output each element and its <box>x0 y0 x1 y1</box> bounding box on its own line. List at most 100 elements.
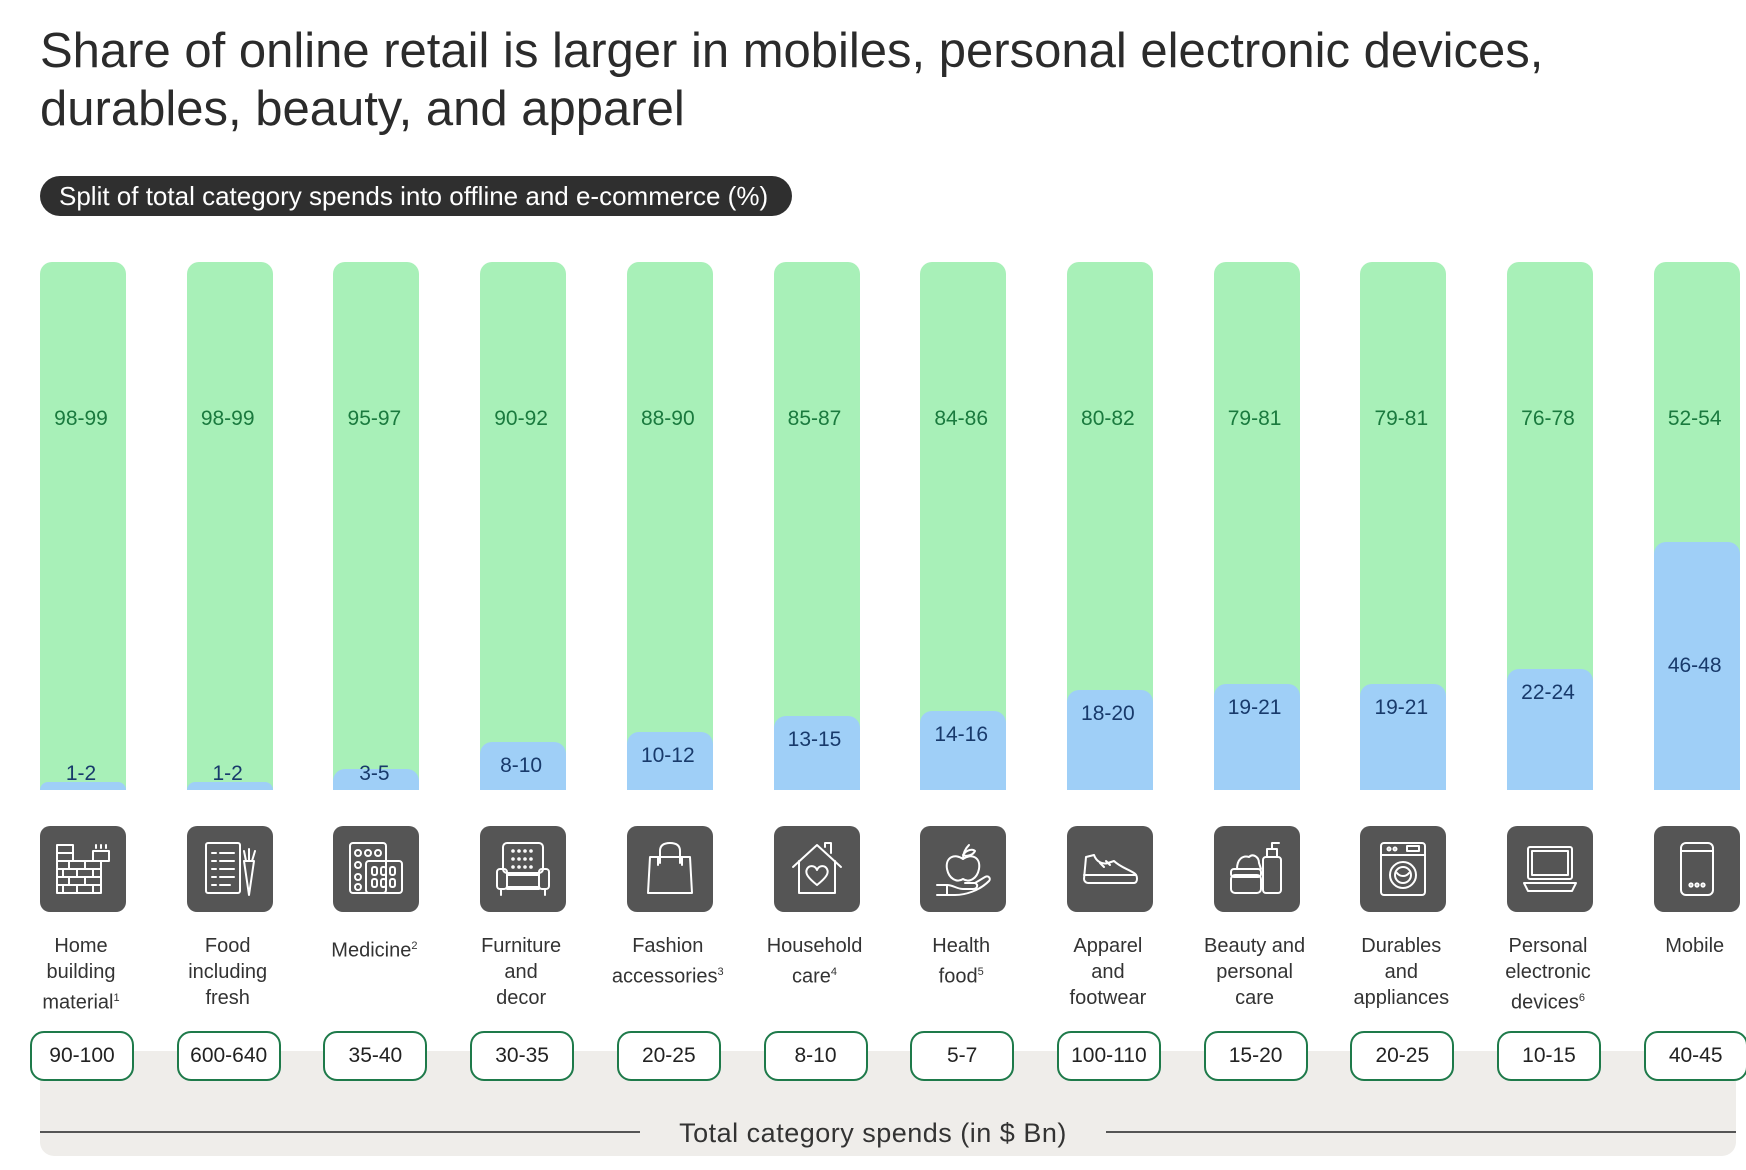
offline-bar-segment <box>920 262 1007 790</box>
total-spend-pill: 600-640 <box>176 1031 281 1081</box>
category-column: 84-86 14-16 Health food5 5-7 <box>888 0 1034 1170</box>
footer-divider-right <box>1106 1131 1736 1133</box>
house-heart-icon <box>773 826 860 912</box>
category-column: 88-90 10-12 Fashion accessories3 20-25 <box>595 0 741 1170</box>
category-column: 79-81 19-21 Durables and appliances 20-25 <box>1328 0 1474 1170</box>
category-column: 79-81 19-21 Beauty and personal care 15-20 <box>1182 0 1328 1170</box>
offline-bar-segment <box>480 262 567 790</box>
offline-data-label: 88-90 <box>640 407 695 430</box>
offline-bar-segment <box>1066 262 1153 790</box>
total-spend-pill: 8-10 <box>763 1031 868 1081</box>
online-bar-segment <box>920 711 1007 790</box>
online-bar-segment <box>1066 690 1153 790</box>
category-column: 98-99 1-2 Home building material1 90-100 <box>8 0 154 1170</box>
total-spend-pill: 90-100 <box>30 1031 134 1081</box>
offline-bar-segment <box>333 262 420 790</box>
category-column: 85-87 13-15 Household care4 8-10 <box>742 0 888 1170</box>
online-bar-segment <box>1360 684 1447 790</box>
total-spend-pill: 40-45 <box>1643 1031 1746 1081</box>
total-spend-pill: 5-7 <box>910 1031 1015 1081</box>
online-data-label: 46-48 <box>1667 654 1722 677</box>
category-label: Apparel and footwear <box>1069 935 1147 1009</box>
online-bar-segment <box>480 742 567 790</box>
offline-bar-segment <box>626 262 713 790</box>
online-data-label: 19-21 <box>1374 696 1429 719</box>
handbag-icon <box>626 826 713 912</box>
apple-hand-icon <box>920 826 1007 912</box>
online-bar-segment <box>773 716 860 790</box>
total-spend-pill: 10-15 <box>1497 1031 1601 1081</box>
online-bar-segment <box>1653 542 1740 790</box>
category-label: Durables and appliances <box>1353 935 1450 1009</box>
offline-data-label: 98-99 <box>200 407 255 430</box>
online-data-label: 13-15 <box>787 728 842 751</box>
online-bar-segment <box>1213 684 1300 790</box>
online-data-label: 19-21 <box>1227 696 1282 719</box>
offline-bar-segment <box>40 262 126 790</box>
category-label: Medicine2 <box>331 939 418 962</box>
category-label: Health food5 <box>932 935 991 988</box>
online-bar-segment <box>333 769 420 790</box>
bricks-icon <box>40 826 126 912</box>
offline-bar-segment <box>1360 262 1447 790</box>
offline-data-label: 95-97 <box>347 407 402 430</box>
total-spend-pill: 20-25 <box>1350 1031 1455 1081</box>
offline-data-label: 90-92 <box>494 407 548 430</box>
category-label: Furniture and decor <box>481 935 562 1009</box>
online-bar-segment <box>1507 669 1593 790</box>
mobile-phone-icon <box>1653 826 1740 912</box>
chart-title: Share of online retail is larger in mobi… <box>40 24 1544 136</box>
offline-data-label: 52-54 <box>1667 407 1722 430</box>
offline-bar-segment <box>1653 262 1740 790</box>
offline-data-label: 76-78 <box>1521 407 1575 430</box>
online-bar-segment <box>40 782 126 790</box>
category-column: 76-78 22-24 Personal electronic devices6 10-1… <box>1475 0 1621 1170</box>
grocery-list-icon <box>186 826 273 912</box>
online-data-label: 14-16 <box>934 723 989 746</box>
offline-data-label: 98-99 <box>54 407 108 430</box>
total-spend-pill: 20-25 <box>616 1031 721 1081</box>
category-column: 90-92 8-10 Furniture and decor 30-35 <box>448 0 594 1170</box>
total-spend-pill: 35-40 <box>323 1031 428 1081</box>
online-data-label: 1-2 <box>212 762 243 785</box>
offline-data-label: 79-81 <box>1374 407 1429 430</box>
washing-machine-icon <box>1360 826 1447 912</box>
footer-divider-left <box>40 1131 640 1133</box>
offline-data-label: 84-86 <box>934 407 989 430</box>
category-column: 52-54 46-48 Mobile 40-45 <box>1622 0 1746 1170</box>
online-data-label: 3-5 <box>359 762 390 785</box>
online-data-label: 22-24 <box>1521 681 1575 704</box>
online-data-label: 18-20 <box>1081 702 1135 725</box>
category-column: 95-97 3-5 Medicine2 35-40 <box>301 0 447 1170</box>
category-column: 98-99 1-2 Food including fresh 600-640 <box>155 0 301 1170</box>
offline-bar-segment <box>1507 262 1593 790</box>
category-label: Home building material1 <box>42 935 120 1014</box>
category-label: Beauty and personal care <box>1203 935 1306 1009</box>
footer-axis-label: Total category spends (in $ Bn) <box>679 1118 1067 1148</box>
category-label: Food including fresh <box>188 935 268 1009</box>
total-spend-pill: 30-35 <box>470 1031 575 1081</box>
total-spend-pill: 100-110 <box>1056 1031 1161 1081</box>
offline-bar-segment <box>186 262 273 790</box>
armchair-icon <box>480 826 567 912</box>
cosmetics-icon <box>1213 826 1300 912</box>
online-data-label: 1-2 <box>65 762 97 785</box>
category-label: Mobile <box>1665 935 1725 957</box>
total-spend-pill: 15-20 <box>1203 1031 1308 1081</box>
category-label: Fashion accessories3 <box>611 935 724 988</box>
online-bar-segment <box>626 732 713 790</box>
category-column: 80-82 18-20 Apparel and footwear 100-110 <box>1035 0 1181 1170</box>
category-label: Personal electronic devices6 <box>1505 935 1591 1014</box>
offline-data-label: 80-82 <box>1081 407 1135 430</box>
online-data-label: 10-12 <box>640 744 695 767</box>
offline-data-label: 79-81 <box>1227 407 1282 430</box>
offline-data-label: 85-87 <box>787 407 842 430</box>
laptop-icon <box>1507 826 1593 912</box>
offline-bar-segment <box>1213 262 1300 790</box>
online-bar-segment <box>186 782 273 790</box>
offline-bar-segment <box>773 262 860 790</box>
chart-subtitle: Split of total category spends into offl… <box>40 176 793 216</box>
online-data-label: 8-10 <box>500 754 543 777</box>
sneaker-icon <box>1066 826 1153 912</box>
pills-icon <box>333 826 420 912</box>
